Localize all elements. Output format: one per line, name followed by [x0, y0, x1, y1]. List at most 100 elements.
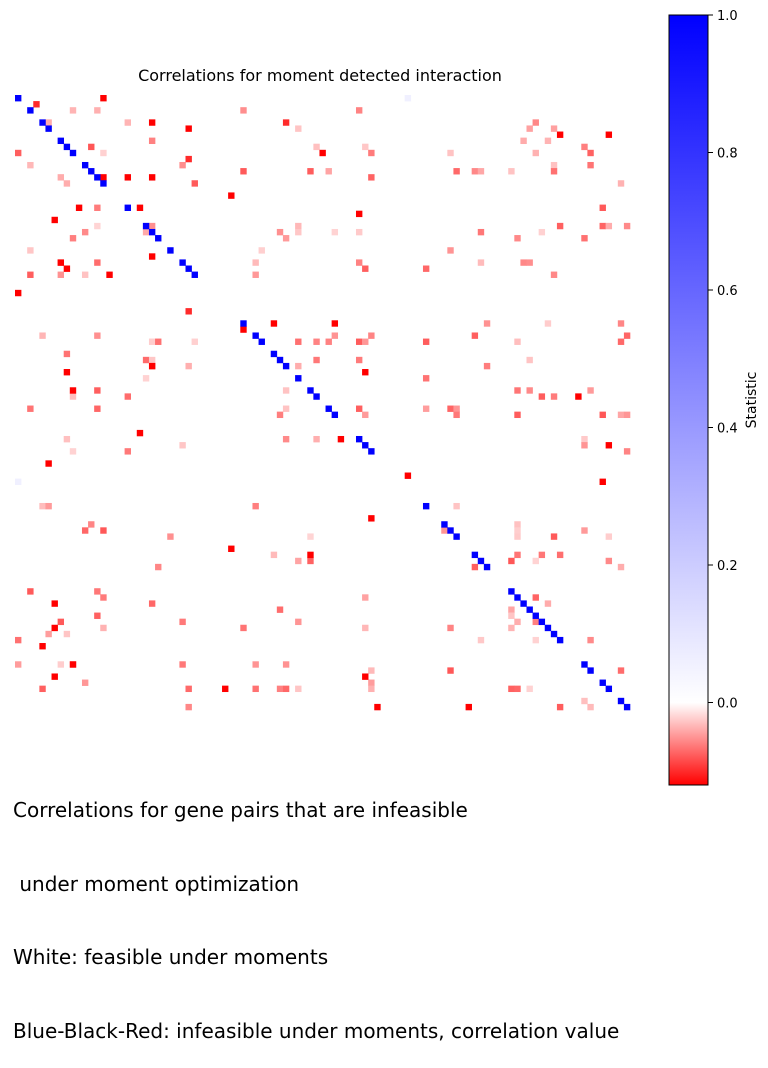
- heatmap-cell: [355, 338, 363, 345]
- heatmap-cell: [599, 411, 606, 419]
- heatmap-diagonal-cell: [155, 235, 162, 242]
- heatmap-cell: [514, 338, 521, 345]
- heatmap-cell: [550, 393, 558, 400]
- heatmap-cell: [81, 527, 89, 534]
- heatmap-cell: [355, 356, 363, 364]
- heatmap-cell: [295, 685, 302, 693]
- heatmap-cell: [575, 393, 582, 400]
- heatmap-cell: [313, 356, 320, 364]
- heatmap-cell: [57, 259, 65, 266]
- heatmap-cell: [63, 265, 71, 272]
- heatmap-cell: [368, 515, 375, 522]
- heatmap-cell: [422, 375, 430, 382]
- heatmap-cell: [368, 149, 375, 157]
- heatmap-cell: [252, 661, 259, 668]
- heatmap-cell: [599, 222, 606, 230]
- heatmap-cell: [185, 308, 192, 315]
- heatmap-cell: [94, 107, 101, 114]
- colorbar-tick-label: 0.6: [717, 284, 738, 299]
- heatmap-cell: [148, 362, 156, 370]
- heatmap-cell: [240, 326, 247, 333]
- heatmap-diagonal-cell: [45, 125, 52, 132]
- chart-title: Correlations for moment detected interac…: [138, 66, 502, 85]
- heatmap-cell: [228, 545, 235, 552]
- heatmap-cell: [69, 393, 77, 400]
- heatmap-cell: [556, 131, 564, 138]
- heatmap-diagonal-cell: [544, 624, 552, 632]
- caption-line-2: under moment optimization: [13, 871, 300, 896]
- heatmap-cell: [362, 265, 369, 272]
- heatmap-cell: [623, 332, 631, 339]
- colorbar-label: Statistic: [744, 372, 760, 429]
- heatmap-cell: [51, 624, 58, 632]
- heatmap-cell: [447, 247, 454, 254]
- heatmap-cell: [587, 703, 594, 711]
- heatmap-cell: [355, 107, 363, 114]
- heatmap-cell: [508, 612, 515, 619]
- heatmap-cell: [550, 161, 558, 169]
- heatmap-cell: [39, 643, 46, 650]
- heatmap-cell: [368, 679, 375, 686]
- heatmap-cell: [27, 405, 34, 412]
- heatmap-cell: [514, 685, 521, 693]
- heatmap-cell: [51, 673, 58, 680]
- heatmap-cell: [587, 636, 594, 644]
- heatmap-cell: [605, 557, 613, 565]
- heatmap-cell: [374, 703, 381, 711]
- heatmap-cell: [276, 228, 284, 236]
- heatmap-diagonal-cell: [276, 356, 284, 364]
- heatmap-cell: [307, 557, 314, 565]
- heatmap-cell: [39, 332, 46, 339]
- heatmap-cell: [191, 180, 198, 187]
- heatmap-cell: [605, 222, 613, 230]
- heatmap-cell: [282, 435, 290, 443]
- heatmap-cell: [331, 320, 339, 327]
- heatmap-cell: [276, 411, 284, 419]
- heatmap-cell: [27, 247, 34, 254]
- heatmap-cell: [508, 168, 515, 175]
- heatmap-cell: [532, 119, 539, 126]
- heatmap-diagonal-cell: [270, 350, 278, 358]
- heatmap-cell: [447, 149, 454, 157]
- heatmap-cell: [514, 551, 521, 559]
- heatmap-cell: [69, 235, 77, 242]
- heatmap-cell: [355, 405, 363, 412]
- heatmap-diagonal-cell: [331, 411, 339, 419]
- heatmap-cell: [331, 332, 339, 339]
- heatmap-cell: [63, 180, 71, 187]
- heatmap-cell: [325, 338, 332, 345]
- heatmap-cell: [447, 624, 454, 632]
- heatmap-cell: [69, 661, 77, 668]
- heatmap-cell: [100, 594, 107, 601]
- heatmap-diagonal-cell: [368, 448, 375, 455]
- heatmap-diagonal-cell: [88, 168, 95, 175]
- heatmap-diagonal-cell: [252, 332, 259, 339]
- heatmap-cell: [307, 168, 314, 175]
- heatmap-cell: [623, 222, 631, 230]
- heatmap-cell: [15, 636, 22, 644]
- heatmap-cell: [617, 338, 625, 345]
- heatmap-cell: [526, 259, 533, 266]
- heatmap-diagonal-cell: [453, 533, 460, 540]
- heatmap-cell: [368, 174, 375, 181]
- heatmap-cell: [88, 521, 95, 528]
- heatmap-cell: [422, 265, 430, 272]
- heatmap-diagonal-cell: [447, 527, 454, 534]
- heatmap-cell: [295, 338, 302, 345]
- heatmap-cell: [453, 502, 460, 510]
- heatmap-cell: [179, 618, 186, 626]
- heatmap-cell: [599, 478, 606, 485]
- heatmap-cell: [556, 551, 564, 559]
- heatmap-cell: [368, 332, 375, 339]
- heatmap-cell: [587, 387, 594, 394]
- heatmap-cell: [617, 667, 625, 674]
- heatmap-cell: [295, 222, 302, 230]
- heatmap-cell: [81, 228, 89, 236]
- heatmap-cell: [477, 259, 485, 266]
- heatmap-cell: [240, 624, 247, 632]
- heatmap-cell: [51, 600, 58, 607]
- heatmap-cell: [100, 149, 107, 157]
- heatmap-cell: [508, 685, 515, 693]
- heatmap-cell: [94, 387, 101, 394]
- heatmap-diagonal-cell: [94, 174, 101, 181]
